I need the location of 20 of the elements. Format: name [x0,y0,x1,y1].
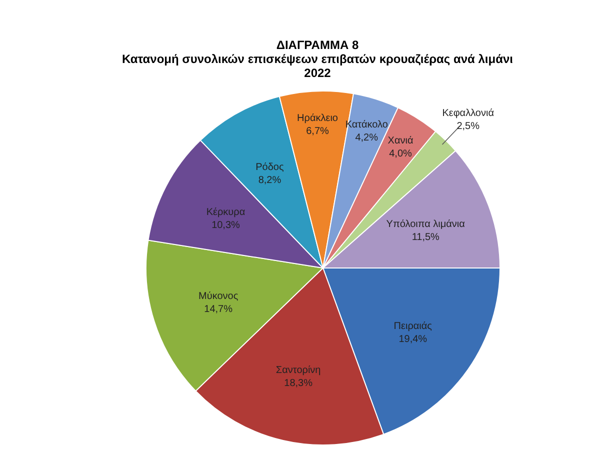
data-label: 6,7% [306,126,330,137]
data-label: 11,5% [412,232,440,244]
slice-label: Υπόλοιπα λιμάνια [386,219,466,230]
slice-label: Πειραιάς [394,320,432,332]
chart-title: ΔΙΑΓΡΑΜΜΑ 8 Κατανομή συνολικών επισκέψεων επιβατών κρουαζιέρας ανά λιμάνι 2022 [121,38,514,80]
slice-label: Σαντορίνη [276,364,321,376]
data-label: 2,5% [456,120,480,132]
data-label: 4,2% [355,132,378,144]
slice-label: Κεφαλλονιά [442,108,494,119]
slice-label: Χανιά [388,135,414,146]
data-label: 8,2% [258,175,282,186]
data-label: 10,3% [212,220,240,232]
slice-label: Κέρκυρα [206,207,246,218]
data-label: 18,3% [284,378,313,389]
slice-label: Ρόδος [256,162,284,174]
data-label: 19,4% [398,334,428,345]
slice-label: Ηράκλειο [297,112,338,124]
data-label: 14,7% [204,304,233,315]
slice-label: Μύκονος [198,290,238,302]
data-label: 4,0% [389,148,412,160]
